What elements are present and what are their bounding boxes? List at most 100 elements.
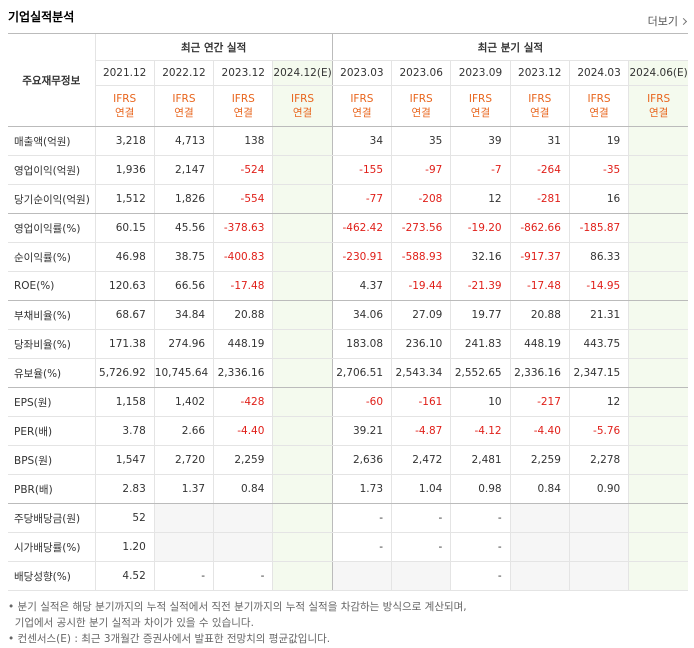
value-cell: 236.10 [391, 329, 451, 359]
more-link[interactable]: 더보기 [648, 13, 686, 29]
value-cell: 448.19 [509, 329, 570, 359]
basis-header: IFRS 연결 [213, 85, 273, 127]
value-cell: 2,278 [568, 445, 629, 475]
value-cell: -217 [509, 387, 570, 417]
row-label: 당기순이익(억원) [8, 184, 95, 214]
period-header: 2024.03 [568, 60, 629, 86]
basis-text: IFRS [647, 93, 671, 105]
section-header: 기업실적분석 더보기 [8, 8, 688, 28]
value-cell: -17.48 [509, 271, 570, 301]
value-cell: 2.66 [153, 416, 214, 446]
period-header: 2024.06(E) [628, 60, 689, 86]
data-row: 부채비율(%) 68.67 34.84 20.88 34.06 27.09 19.77 20.… [8, 300, 689, 330]
value-cell: -264 [509, 155, 570, 185]
value-cell: 19 [568, 126, 629, 156]
value-cell: 31 [509, 126, 570, 156]
basis-text: IFRS [172, 93, 196, 105]
value-cell: 183.08 [331, 329, 392, 359]
financial-table: 주요재무정보 최근 연간 실적 최근 분기 실적 2021.12 2022.12 2023… [8, 33, 689, 591]
row-label: PBR(배) [8, 474, 95, 504]
value-cell: 1,826 [153, 184, 214, 214]
row-label: 주당배당금(원) [8, 503, 95, 533]
value-cell: - [331, 532, 392, 562]
value-cell: -4.40 [213, 416, 273, 446]
row-label: 매출액(억원) [8, 126, 95, 156]
value-cell: -588.93 [391, 242, 451, 272]
value-cell: 1.73 [331, 474, 392, 504]
value-cell [272, 445, 333, 475]
value-cell: 2,636 [331, 445, 392, 475]
basis-header: IFRS 연결 [391, 85, 451, 127]
value-cell [272, 416, 333, 446]
value-cell [628, 329, 689, 359]
value-cell: 0.90 [568, 474, 629, 504]
period-row: 2021.12 2022.12 2023.12 2024.12(E) 2023.03 20… [8, 60, 689, 86]
value-cell: 12 [568, 387, 629, 417]
value-cell [628, 474, 689, 504]
value-cell [628, 213, 689, 243]
data-row: ROE(%) 120.63 66.56 -17.48 4.37 -19.44 -21.39-… [8, 271, 689, 301]
period-header: 2023.12 [213, 60, 273, 86]
value-cell: -862.66 [509, 213, 570, 243]
value-cell: - [153, 561, 214, 591]
data-row: BPS(원) 1,547 2,720 2,259 2,636 2,472 2,481 2,25… [8, 445, 689, 475]
basis-text: 연결 [292, 107, 313, 119]
value-cell [331, 561, 392, 591]
value-cell: 2,147 [153, 155, 214, 185]
row-label: 부채비율(%) [8, 300, 95, 330]
value-cell: -230.91 [331, 242, 392, 272]
value-cell [391, 561, 451, 591]
value-cell: 0.84 [509, 474, 570, 504]
row-label: ROE(%) [8, 271, 95, 301]
value-cell [509, 532, 570, 562]
value-cell: 2,259 [509, 445, 570, 475]
value-cell: -60 [331, 387, 392, 417]
basis-text: 연결 [411, 107, 431, 119]
value-cell: 1,158 [94, 387, 155, 417]
value-cell: -917.37 [509, 242, 570, 272]
note-text: 기업에서 공시한 분기 실적과 차이가 있을 수 있습니다. [14, 617, 254, 629]
value-cell: 10,745.64 [153, 358, 214, 388]
value-cell: 27.09 [391, 300, 451, 330]
value-cell [628, 184, 689, 214]
value-cell [272, 329, 333, 359]
value-cell: -4.12 [450, 416, 511, 446]
value-cell: 5,726.92 [94, 358, 155, 388]
value-cell: 2,720 [153, 445, 214, 475]
row-label: 순이익률(%) [8, 242, 95, 272]
value-cell: 4.52 [94, 561, 155, 591]
basis-header: IFRS 연결 [272, 85, 333, 127]
value-cell: 138 [213, 126, 273, 156]
value-cell: 34.84 [153, 300, 214, 330]
basis-text: 연결 [589, 107, 609, 119]
value-cell: 241.83 [450, 329, 511, 359]
value-cell [272, 213, 333, 243]
value-cell [272, 184, 333, 214]
data-row: 배당성향(%) 4.52- - - [8, 561, 689, 591]
row-label: 영업이익률(%) [8, 213, 95, 243]
value-cell [272, 358, 333, 388]
value-cell: - [450, 503, 511, 533]
value-cell: -273.56 [391, 213, 451, 243]
data-row: EPS(원) 1,158 1,402 -428 -60 -161 10 -217 12 [8, 387, 689, 417]
value-cell: 2,543.34 [391, 358, 451, 388]
note-bullet: • [8, 633, 18, 645]
period-header: 2024.12(E) [272, 60, 333, 86]
period-header: 2023.12 [509, 60, 570, 86]
period-header: 2023.09 [450, 60, 511, 86]
value-cell [628, 358, 689, 388]
value-cell: 39.21 [331, 416, 392, 446]
value-cell: 1,936 [94, 155, 155, 185]
value-cell [153, 532, 214, 562]
basis-header: IFRS 연결 [568, 85, 629, 127]
value-cell: -400.83 [213, 242, 273, 272]
notes: • 분기 실적은 해당 분기까지의 누적 실적에서 직전 분기까지의 누적 실적… [8, 599, 467, 647]
value-cell: 120.63 [94, 271, 155, 301]
basis-text: IFRS [350, 93, 374, 105]
note-bullet: • [8, 601, 18, 613]
row-label: EPS(원) [8, 387, 95, 417]
data-row: 당좌비율(%) 171.38 274.96 448.19 183.08 236.10 241… [8, 329, 689, 359]
note-bullet [8, 617, 15, 629]
value-cell: 3,218 [94, 126, 155, 156]
